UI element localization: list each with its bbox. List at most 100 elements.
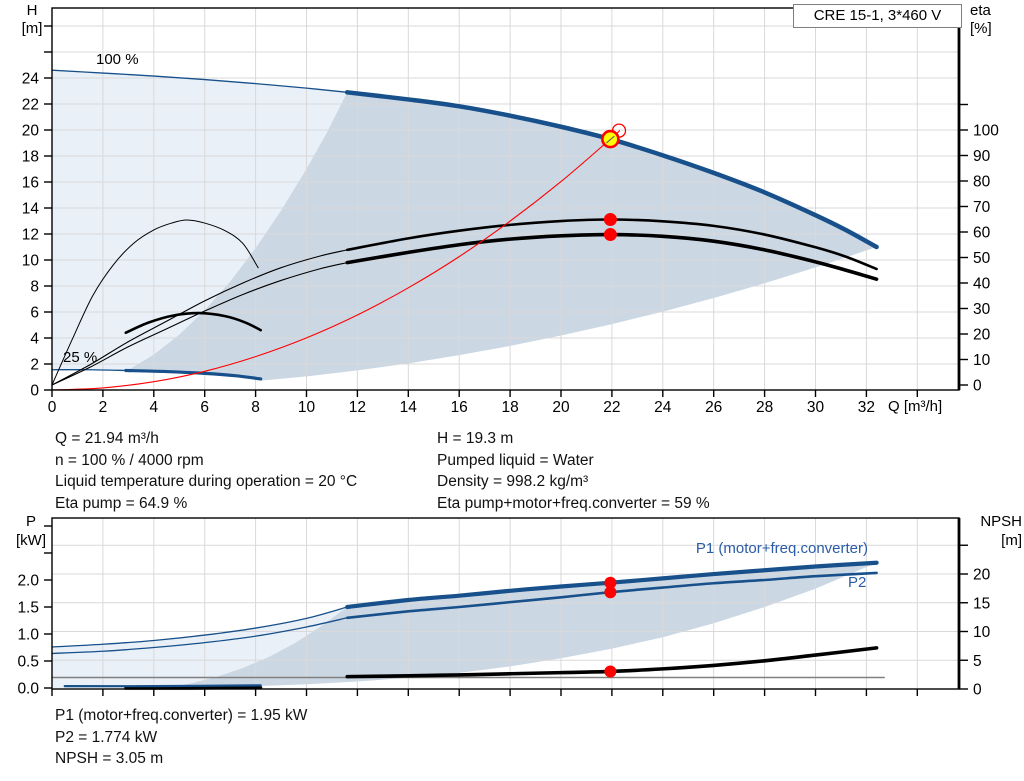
y-left-tick-label: 14 (22, 201, 40, 218)
y-right-tick-label: 90 (973, 148, 991, 165)
info-liquid: Pumped liquid = Water (437, 451, 594, 469)
p1-point (604, 576, 617, 589)
y-right-tick-label: 80 (973, 174, 991, 191)
curve-qh-25pct-bold (124, 368, 263, 381)
npsh-axis-unit: [m] (1001, 532, 1022, 549)
y-left-tick-label: 6 (30, 305, 39, 322)
y-left-tick-label: 24 (22, 71, 40, 88)
y-right-tick-label: 60 (973, 225, 991, 242)
curve-eta-pump-100pct-thin (51, 249, 348, 386)
y-left-tick-label: 1.5 (17, 600, 39, 617)
eta-axis-title: eta (970, 2, 991, 19)
duty-point-slash (605, 135, 615, 144)
duty-info-left: Q = 21.94 m³/h n = 100 % / 4000 rpm Liqu… (55, 428, 357, 514)
y-right-tick-label: 10 (973, 624, 991, 641)
x-tick-label: 28 (756, 399, 773, 416)
pump-name-box: CRE 15-1, 3*460 V (793, 4, 962, 28)
y-left-tick-label: 20 (22, 123, 40, 140)
info-q: Q = 21.94 m³/h (55, 430, 159, 447)
y-left-tick-label: 2 (30, 357, 39, 374)
x-tick-label: 4 (149, 399, 158, 416)
info-eta-pump: Eta pump = 64.9 % (55, 494, 188, 512)
curve-qh-100pct-bold (344, 90, 879, 250)
x-tick-label: 16 (451, 399, 468, 416)
power-info: P1 (motor+freq.converter) = 1.95 kW P2 =… (55, 705, 307, 770)
curve-eta-total-100pct-thin (51, 262, 348, 386)
x-tick-label: 12 (349, 399, 366, 416)
y-left-tick-label: 22 (22, 97, 39, 114)
x-tick-label: 2 (99, 399, 108, 416)
y-right-tick-label: 10 (973, 352, 991, 369)
curve-p1-thin (51, 606, 348, 648)
curve-qh-25pct-thin (51, 369, 127, 372)
curve-eta-total-100pct-bold (345, 232, 879, 281)
y-left-tick-label: 8 (30, 279, 39, 296)
y-left-tick-label: 18 (22, 149, 39, 166)
y-right-tick-label: 70 (973, 199, 991, 216)
h-axis-title: H (26, 2, 38, 19)
y-right-tick-label: 0 (973, 682, 982, 699)
npsh-axis-title: NPSH (980, 513, 1022, 530)
y-right-tick-label: 5 (973, 653, 982, 670)
eta-total-point (603, 228, 617, 242)
x-tick-label: 24 (654, 399, 672, 416)
curve-npsh-25pct-bold (124, 685, 263, 690)
curve-eta-pump-25pct-thin (51, 219, 259, 386)
y-right-tick-label: 20 (973, 567, 991, 584)
pump-name: CRE 15-1, 3*460 V (813, 7, 942, 24)
x-tick-label: 22 (603, 399, 620, 416)
region-power-envelope-dark (171, 562, 877, 688)
curve-p2-thin (51, 617, 348, 655)
duty-info-right: H = 19.3 m Pumped liquid = Water Density… (437, 428, 710, 514)
info-speed: n = 100 % / 4000 rpm (55, 451, 204, 469)
p-axis-unit: [kW] (16, 532, 46, 549)
info-p1: P1 (motor+freq.converter) = 1.95 kW (55, 707, 308, 724)
npsh-point (604, 665, 617, 678)
y-left-tick-label: 1.0 (17, 627, 39, 644)
y-right-tick-label: 30 (973, 301, 991, 318)
eta-axis-unit: [%] (970, 20, 992, 37)
x-tick-label: 20 (552, 399, 570, 416)
info-density: Density = 998.2 kg/m³ (437, 473, 589, 491)
x-tick-label: 14 (400, 399, 418, 416)
x-tick-label: 6 (200, 399, 209, 416)
y-right-tick-label: 20 (973, 327, 991, 344)
p1-curve-label: P1 (motor+freq.converter) (695, 540, 868, 557)
y-left-tick-label: 0 (30, 383, 39, 400)
y-right-tick-label: 40 (973, 276, 991, 293)
info-h: H = 19.3 m (437, 430, 514, 447)
curve-eta-total-25pct-bold (124, 311, 262, 335)
speed-25-label: 25 % (63, 349, 98, 366)
info-eta-total: Eta pump+motor+freq.converter = 59 % (437, 494, 710, 512)
h-axis-unit: [m] (21, 20, 43, 37)
y-left-tick-label: 12 (22, 227, 39, 244)
eta-pump-point (603, 213, 617, 227)
info-npsh: NPSH = 3.05 m (55, 750, 164, 768)
curve-qh-100pct-thin (51, 69, 348, 93)
y-left-tick-label: 10 (22, 253, 40, 270)
curve-p-25pct (63, 684, 262, 688)
speed-100-label: 100 % (96, 51, 139, 68)
y-left-tick-label: 0.5 (17, 654, 39, 671)
x-tick-label: 10 (298, 399, 316, 416)
y-left-tick-label: 0.0 (17, 681, 39, 698)
y-right-tick-label: 50 (973, 250, 991, 267)
curve-affinity-duty-line (51, 130, 621, 391)
y-left-tick-label: 2.0 (17, 573, 39, 590)
y-right-tick-label: 0 (973, 378, 982, 395)
p-axis-title: P (25, 513, 36, 530)
x-tick-label: 26 (705, 399, 722, 416)
x-tick-label: 0 (48, 399, 57, 416)
p2-curve-label: P2 (848, 574, 867, 591)
y-left-tick-label: 16 (22, 175, 39, 192)
x-tick-label: 30 (807, 399, 825, 416)
x-tick-label: 32 (858, 399, 875, 416)
x-tick-label: 8 (251, 399, 260, 416)
q-axis-title: Q [m³/h] (888, 398, 943, 415)
y-left-tick-label: 4 (30, 331, 39, 348)
p2-point (604, 586, 617, 599)
x-tick-label: 18 (501, 399, 518, 416)
info-p2: P2 = 1.774 kW (55, 728, 158, 746)
